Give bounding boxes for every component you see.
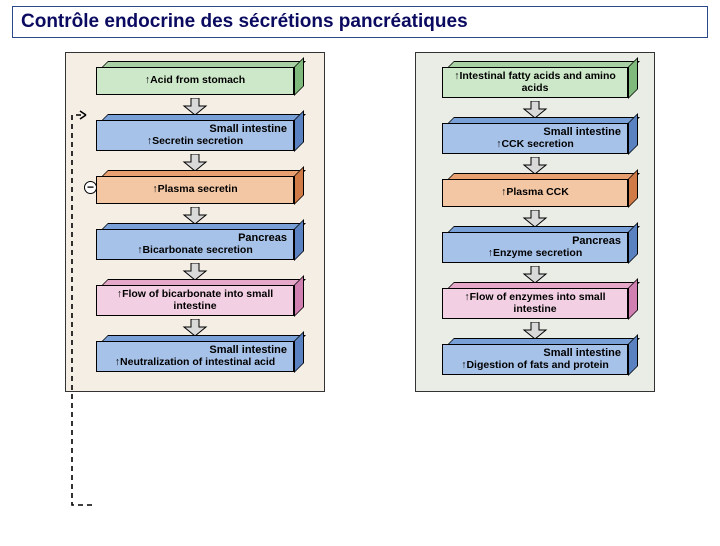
cck-box-5: Small intestine ↑Digestion of fats and p… xyxy=(442,344,628,375)
secretin-pathway-panel: − ↑Acid from stomach Small intestine ↑Se… xyxy=(65,52,325,392)
secretin-box-3: Pancreas ↑Bicarbonate secretion xyxy=(96,229,294,260)
page-title: Contrôle endocrine des sécrétions pancré… xyxy=(12,6,708,38)
box-body: ↑Neutralization of intestinal acid xyxy=(103,357,287,369)
box-body: ↑Plasma CCK xyxy=(449,187,621,199)
box-body: ↑Enzyme secretion xyxy=(449,248,621,260)
secretin-box-1: Small intestine ↑Secretin secretion xyxy=(96,120,294,151)
secretin-box-2: ↑Plasma secretin xyxy=(96,176,294,204)
box-body: ↑Bicarbonate secretion xyxy=(103,245,287,257)
box-body: ↑Flow of enzymes into small intestine xyxy=(449,292,621,315)
cck-pathway-panel: ↑Intestinal fatty acids and amino acids … xyxy=(415,52,655,392)
box-body: ↑CCK secretion xyxy=(449,139,621,151)
cck-box-0: ↑Intestinal fatty acids and amino acids xyxy=(442,67,628,98)
secretin-box-5: Small intestine ↑Neutralization of intes… xyxy=(96,341,294,372)
secretin-box-0: ↑Acid from stomach xyxy=(96,67,294,95)
box-body: ↑Plasma secretin xyxy=(103,184,287,196)
box-body: ↑Secretin secretion xyxy=(103,136,287,148)
cck-box-4: ↑Flow of enzymes into small intestine xyxy=(442,288,628,319)
cck-box-3: Pancreas ↑Enzyme secretion xyxy=(442,232,628,263)
box-body: ↑Intestinal fatty acids and amino acids xyxy=(449,71,621,94)
box-body: ↑Digestion of fats and protein xyxy=(449,360,621,372)
box-header: Pancreas xyxy=(449,236,621,248)
box-header: Pancreas xyxy=(103,233,287,245)
box-body: ↑Acid from stomach xyxy=(103,75,287,87)
box-header: Small intestine xyxy=(103,124,287,136)
box-header: Small intestine xyxy=(449,127,621,139)
box-body: ↑Flow of bicarbonate into small intestin… xyxy=(103,289,287,312)
cck-box-1: Small intestine ↑CCK secretion xyxy=(442,123,628,154)
panels-row: − ↑Acid from stomach Small intestine ↑Se… xyxy=(0,52,720,392)
cck-box-2: ↑Plasma CCK xyxy=(442,179,628,207)
secretin-box-4: ↑Flow of bicarbonate into small intestin… xyxy=(96,285,294,316)
